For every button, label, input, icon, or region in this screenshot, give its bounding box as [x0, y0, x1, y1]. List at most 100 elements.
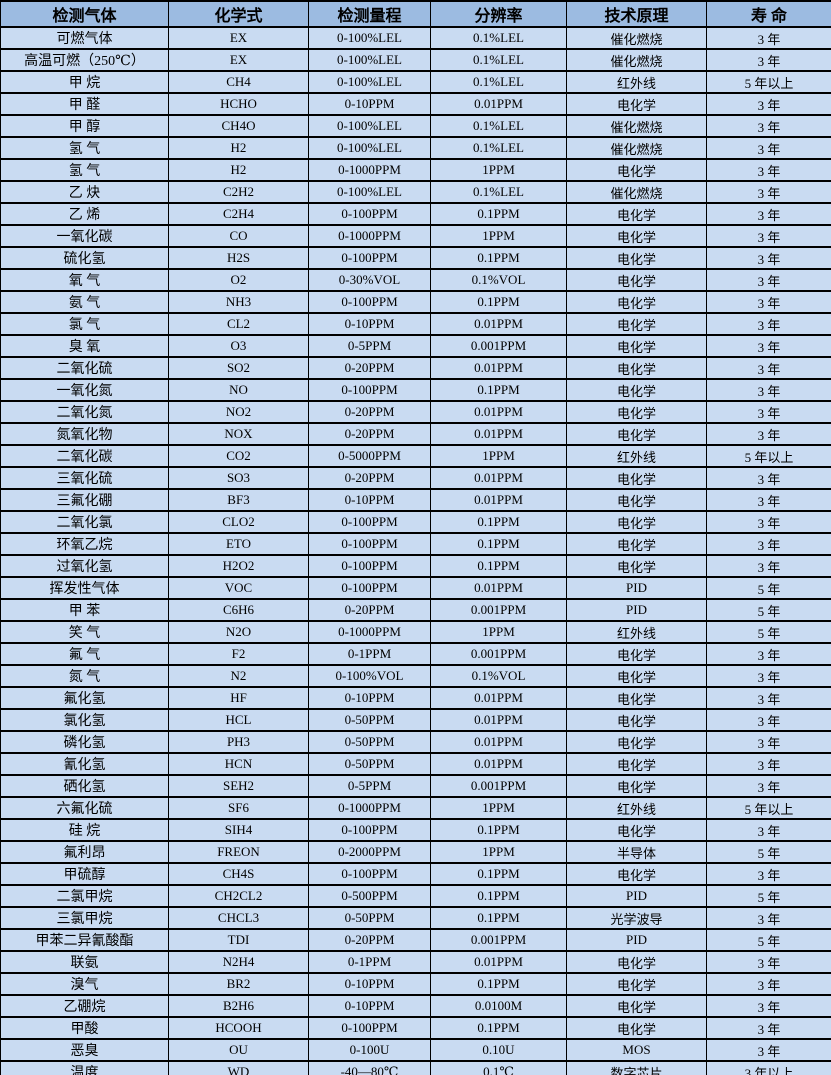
header-gas-name: 检测气体 — [0, 0, 169, 28]
table-cell: 3 年 — [706, 994, 831, 1018]
table-cell: 0-100PPM — [308, 1016, 431, 1040]
table-row: 氯化氢 HCL 0-50PPM 0.01PPM 电化学 3 年 — [0, 708, 831, 732]
table-cell: N2 — [168, 664, 309, 688]
table-cell: 3 年 — [706, 290, 831, 314]
table-cell: 温度 — [0, 1060, 169, 1075]
table-cell: 0.1PPM — [430, 510, 567, 534]
table-cell: 过氧化氢 — [0, 554, 169, 578]
table-cell: 氟化氢 — [0, 686, 169, 710]
table-cell: 一氧化碳 — [0, 224, 169, 248]
table-cell: 催化燃烧 — [566, 114, 707, 138]
table-cell: PH3 — [168, 730, 309, 754]
table-cell: 三氧化硫 — [0, 466, 169, 490]
table-cell: 0-10PPM — [308, 92, 431, 116]
table-cell: HCN — [168, 752, 309, 776]
table-cell: 电化学 — [566, 862, 707, 886]
table-cell: 0-50PPM — [308, 752, 431, 776]
table-cell: 3 年 — [706, 334, 831, 358]
table-cell: EX — [168, 48, 309, 72]
table-cell: 0.01PPM — [430, 356, 567, 380]
table-row: 温度 WD -40—80℃ 0.1℃ 数字芯片 3 年以上 — [0, 1060, 831, 1075]
table-row: 高温可燃（250℃） EX 0-100%LEL 0.1%LEL 催化燃烧 3 年 — [0, 48, 831, 72]
table-row: 乙硼烷 B2H6 0-10PPM 0.0100M 电化学 3 年 — [0, 994, 831, 1018]
table-cell: 0.1PPM — [430, 818, 567, 842]
table-cell: 氟 气 — [0, 642, 169, 666]
table-cell: 电化学 — [566, 92, 707, 116]
table-cell: CL2 — [168, 312, 309, 336]
table-cell: 0-50PPM — [308, 730, 431, 754]
table-cell: 5 年 — [706, 598, 831, 622]
table-cell: 3 年 — [706, 180, 831, 204]
table-cell: 0-5PPM — [308, 774, 431, 798]
table-cell: 0-10PPM — [308, 686, 431, 710]
table-cell: 0.001PPM — [430, 774, 567, 798]
table-cell: 电化学 — [566, 466, 707, 490]
table-cell: 甲 醛 — [0, 92, 169, 116]
table-cell: C2H4 — [168, 202, 309, 226]
table-cell: 3 年 — [706, 686, 831, 710]
table-cell: 催化燃烧 — [566, 26, 707, 50]
table-cell: 电化学 — [566, 532, 707, 556]
table-cell: 0-100PPM — [308, 818, 431, 842]
table-cell: 电化学 — [566, 202, 707, 226]
table-cell: 3 年 — [706, 224, 831, 248]
table-cell: PID — [566, 928, 707, 952]
table-cell: 5 年以上 — [706, 70, 831, 94]
table-cell: 1PPM — [430, 796, 567, 820]
table-cell: 0.1%LEL — [430, 48, 567, 72]
table-cell: 0.0100M — [430, 994, 567, 1018]
table-cell: 0.1PPM — [430, 906, 567, 930]
table-cell: 0.1%LEL — [430, 136, 567, 160]
table-cell: 电化学 — [566, 510, 707, 534]
table-cell: 0.1PPM — [430, 554, 567, 578]
table-body: 可燃气体 EX 0-100%LEL 0.1%LEL 催化燃烧 3 年高温可燃（250℃） E… — [0, 26, 831, 1075]
table-cell: -40—80℃ — [308, 1060, 431, 1075]
table-cell: 3 年 — [706, 466, 831, 490]
table-cell: 3 年 — [706, 158, 831, 182]
table-cell: 氧 气 — [0, 268, 169, 292]
table-cell: C2H2 — [168, 180, 309, 204]
table-cell: 0.01PPM — [430, 708, 567, 732]
table-cell: 0.01PPM — [430, 422, 567, 446]
table-cell: 0.01PPM — [430, 466, 567, 490]
table-cell: 二氧化硫 — [0, 356, 169, 380]
table-cell: 电化学 — [566, 378, 707, 402]
table-cell: 0.01PPM — [430, 576, 567, 600]
table-cell: 甲酸 — [0, 1016, 169, 1040]
table-cell: 0-20PPM — [308, 356, 431, 380]
table-cell: 1PPM — [430, 620, 567, 644]
table-cell: CLO2 — [168, 510, 309, 534]
table-cell: 电化学 — [566, 818, 707, 842]
table-cell: BF3 — [168, 488, 309, 512]
table-row: 三氯甲烷 CHCL3 0-50PPM 0.1PPM 光学波导 3 年 — [0, 906, 831, 930]
table-row: 三氧化硫 SO3 0-20PPM 0.01PPM 电化学 3 年 — [0, 466, 831, 490]
table-cell: HCL — [168, 708, 309, 732]
table-row: 硒化氢 SEH2 0-5PPM 0.001PPM 电化学 3 年 — [0, 774, 831, 798]
table-row: 氮 气 N2 0-100%VOL 0.1%VOL 电化学 3 年 — [0, 664, 831, 688]
table-cell: 0.1PPM — [430, 972, 567, 996]
table-cell: 氮氧化物 — [0, 422, 169, 446]
table-cell: N2O — [168, 620, 309, 644]
table-cell: WD — [168, 1060, 309, 1075]
table-cell: 0-100%LEL — [308, 136, 431, 160]
table-cell: 3 年 — [706, 268, 831, 292]
table-cell: SO3 — [168, 466, 309, 490]
header-technology-principle: 技术原理 — [566, 0, 707, 28]
table-cell: 电化学 — [566, 752, 707, 776]
table-cell: 0-1000PPM — [308, 224, 431, 248]
table-cell: 0-100%LEL — [308, 114, 431, 138]
table-cell: 0-5PPM — [308, 334, 431, 358]
table-cell: 光学波导 — [566, 906, 707, 930]
table-cell: 0.01PPM — [430, 488, 567, 512]
table-cell: 0-20PPM — [308, 422, 431, 446]
table-cell: 0-10PPM — [308, 312, 431, 336]
table-cell: 电化学 — [566, 400, 707, 424]
table-cell: 0-1PPM — [308, 950, 431, 974]
table-row: 甲 醛 HCHO 0-10PPM 0.01PPM 电化学 3 年 — [0, 92, 831, 116]
table-cell: 可燃气体 — [0, 26, 169, 50]
table-cell: 0.1PPM — [430, 862, 567, 886]
table-row: 过氧化氢 H2O2 0-100PPM 0.1PPM 电化学 3 年 — [0, 554, 831, 578]
table-cell: BR2 — [168, 972, 309, 996]
table-cell: 0-20PPM — [308, 928, 431, 952]
